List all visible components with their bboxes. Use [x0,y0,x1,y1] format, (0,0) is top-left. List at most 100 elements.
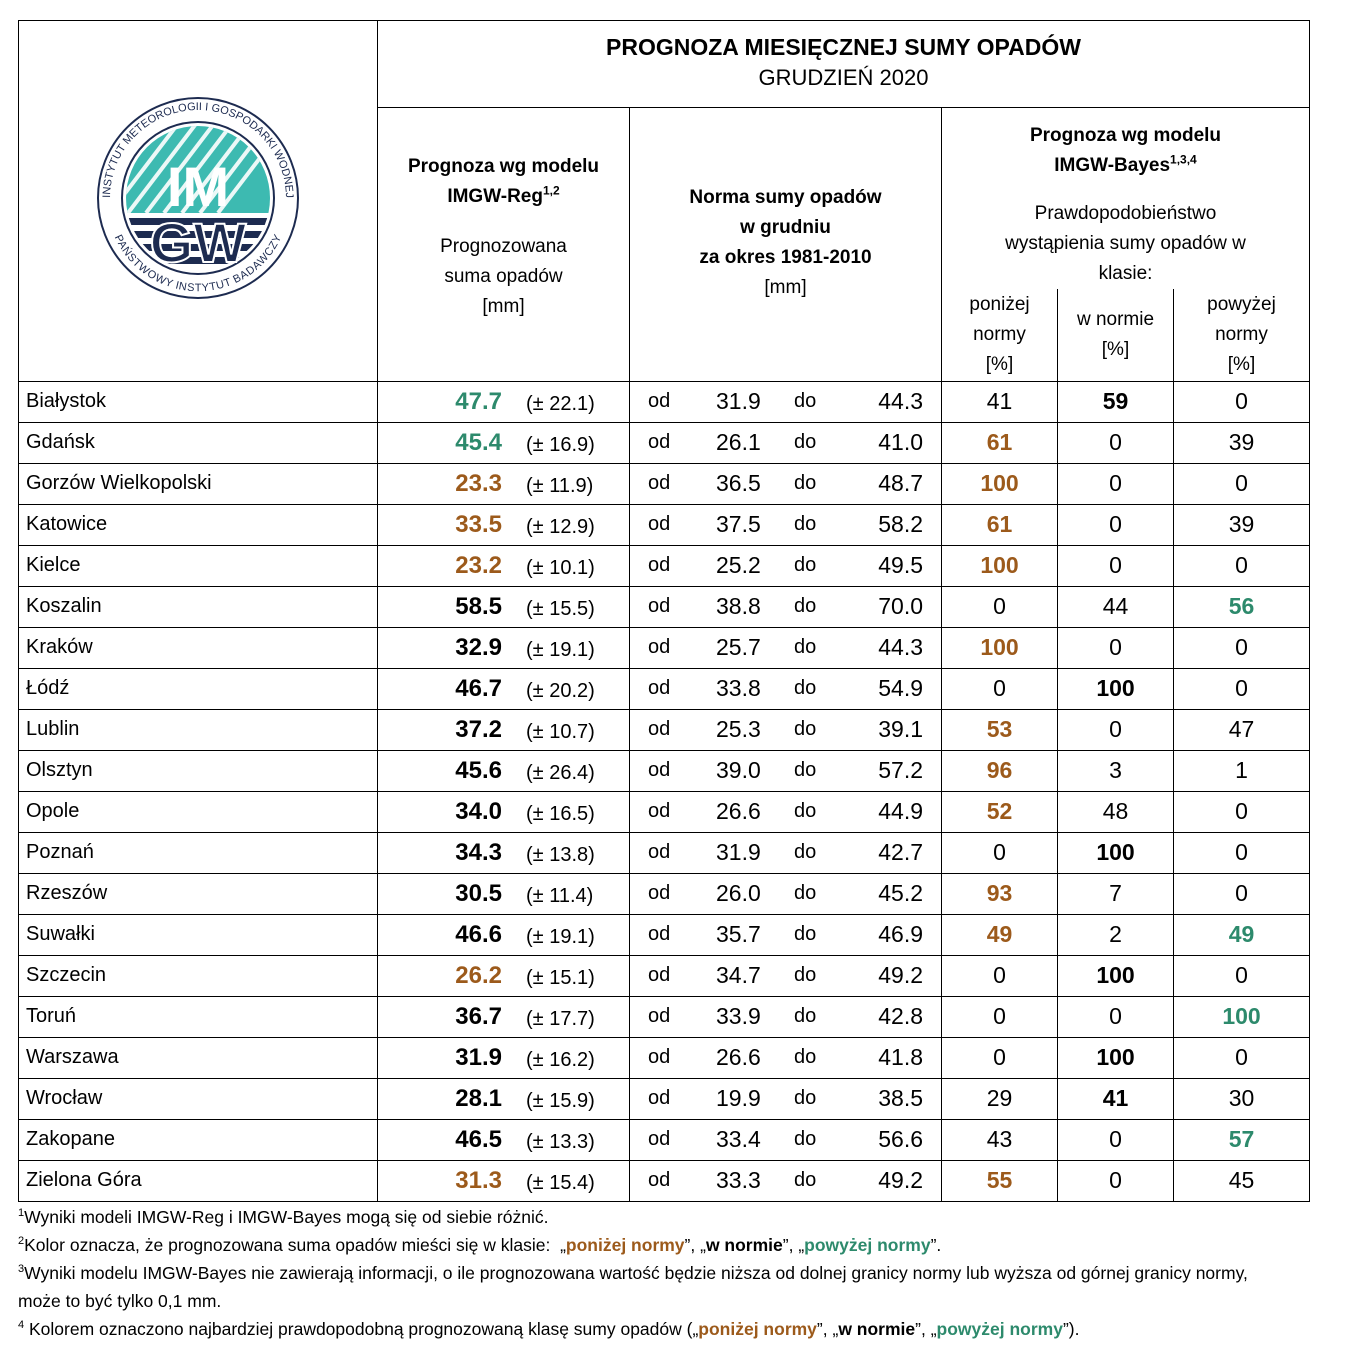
forecast-wrap: 23.3 (± 11.9) [379,464,629,503]
forecast-wrap: 46.6 (± 19.1) [379,915,629,954]
forecast-error: (± 19.1) [526,639,595,661]
probability: 0 [941,831,1058,874]
norm-wrap: od 26.6 do 44.9 [631,792,941,831]
footnote-text: ”, „ [684,1235,706,1255]
forecast-cell: 26.2 (± 15.1) [377,954,630,997]
forecast-wrap: 34.3 (± 13.8) [379,833,629,872]
row: Lublin 37.2 (± 10.7) od 25.3 do 39.1 53 0 47 [18,708,1310,751]
forecast-cell: 45.4 (± 16.9) [377,421,630,464]
norm-wrap: od 36.5 do 48.7 [631,464,941,503]
row: Białystok 47.7 (± 22.1) od 31.9 do 44.3 41 59 0 [18,380,1310,423]
norm-wrap: od 33.9 do 42.8 [631,997,941,1036]
forecast-error: (± 16.2) [526,1049,595,1071]
forecast-cell: 45.6 (± 26.4) [377,749,630,792]
norm-wrap: od 19.9 do 38.5 [631,1079,941,1118]
city: Białystok [18,380,378,423]
to-label: do [794,431,817,453]
class-header: w normie [%] [1057,289,1174,382]
forecast-wrap: 45.4 (± 16.9) [379,423,629,462]
norm-to: 46.9 [878,921,923,947]
reg-desc: Prognozowana suma opadów [440,236,567,287]
norm-to: 39.1 [878,716,923,742]
norm-to: 56.6 [878,1126,923,1152]
forecast-wrap: 46.5 (± 13.3) [379,1120,629,1159]
footnote-text: Kolor oznacza, że prognozowana suma opad… [24,1235,566,1255]
forecast-cell: 46.5 (± 13.3) [377,1118,630,1161]
probability: 0 [1057,544,1174,587]
row: Zielona Góra 31.3 (± 15.4) od 33.3 do 49.2 55 0 4… [18,1159,1310,1202]
class-name: powyżej normy [1207,293,1276,345]
norm-cell: od 26.6 do 41.8 [629,1036,942,1079]
forecast-value: 46.6 [455,920,502,948]
forecast-cell: 34.0 (± 16.5) [377,790,630,833]
norm-wrap: od 26.6 do 41.8 [631,1038,941,1077]
footnote-sup: 2 [18,1235,25,1248]
norm-from: 36.5 [716,470,761,496]
norm-wrap: od 38.8 do 70.0 [631,587,941,626]
probability: 61 [941,421,1058,464]
from-label: od [648,1087,671,1109]
row: Warszawa 31.9 (± 16.2) od 26.6 do 41.8 0 100 0 [18,1036,1310,1079]
probability: 0 [941,585,1058,628]
row: Toruń 36.7 (± 17.7) od 33.9 do 42.8 0 0 100 [18,995,1310,1038]
city: Poznań [18,831,378,874]
probability: 47 [1173,708,1310,751]
probability: 100 [1057,831,1174,874]
forecast-wrap: 23.2 (± 10.1) [379,546,629,585]
city: Toruń [18,995,378,1038]
bayes-model: IMGW-Bayes [1054,155,1171,176]
norm-from: 38.8 [716,593,761,619]
probability: 100 [1057,667,1174,710]
logo: IM GW INSTYTUT METEOROLOGII I GOSPODARKI… [97,97,299,300]
to-label: do [794,554,817,576]
row: Katowice 33.5 (± 12.9) od 37.5 do 58.2 61 0 39 [18,503,1310,546]
norm-from: 19.9 [716,1085,761,1111]
forecast-error: (± 17.7) [526,1008,595,1030]
footnote-sup: 4 [18,1319,25,1332]
subtitle: GRUDZIEŃ 2020 [758,65,929,90]
class-header: poniżej normy [%] [941,289,1058,382]
forecast-value: 28.1 [455,1084,502,1112]
from-label: od [648,759,671,781]
to-label: do [794,472,817,494]
to-label: do [794,923,817,945]
probability: 29 [941,1077,1058,1120]
forecast-error: (± 19.1) [526,926,595,948]
norm-to: 57.2 [878,757,923,783]
forecast-error: (± 13.8) [526,844,595,866]
reg-title: Prognoza wg modelu [407,156,600,177]
footnote: 4 Kolorem oznaczono najbardziej prawdopo… [18,1315,1258,1343]
norm-wrap: od 35.7 do 46.9 [631,915,941,954]
forecast-value: 31.3 [455,1166,502,1194]
city: Szczecin [18,954,378,997]
norm-line2: w grudniu [740,217,831,238]
norm-wrap: od 37.5 do 58.2 [631,505,941,544]
to-label: do [794,841,817,863]
footnote-text: powyżej normy [936,1319,1063,1339]
norm-from: 34.7 [716,962,761,988]
from-label: od [648,1046,671,1068]
probability: 48 [1057,790,1174,833]
probability: 0 [1173,872,1310,915]
norm-to: 41.0 [878,429,923,455]
probability: 53 [941,708,1058,751]
footnote-text: w normie [705,1235,783,1255]
forecast-error: (± 16.5) [526,803,595,825]
probability: 44 [1057,585,1174,628]
norm-to: 42.7 [878,839,923,865]
row: Zakopane 46.5 (± 13.3) od 33.4 do 56.6 43 0 57 [18,1118,1310,1161]
forecast-wrap: 34.0 (± 16.5) [379,792,629,831]
footnote-text: ”). [1062,1319,1080,1339]
row: Opole 34.0 (± 16.5) od 26.6 do 44.9 52 48 0 [18,790,1310,833]
reg-unit: [mm] [482,296,525,317]
forecast-cell: 47.7 (± 22.1) [377,380,630,423]
norm-cell: od 25.2 do 49.5 [629,544,942,587]
forecast-cell: 46.6 (± 19.1) [377,913,630,956]
probability: 0 [1173,831,1310,874]
from-label: od [648,1005,671,1027]
norm-to: 70.0 [878,593,923,619]
forecast-value: 58.5 [455,592,502,620]
forecast-error: (± 11.4) [526,885,594,907]
norm-from: 33.8 [716,675,761,701]
from-label: od [648,718,671,740]
